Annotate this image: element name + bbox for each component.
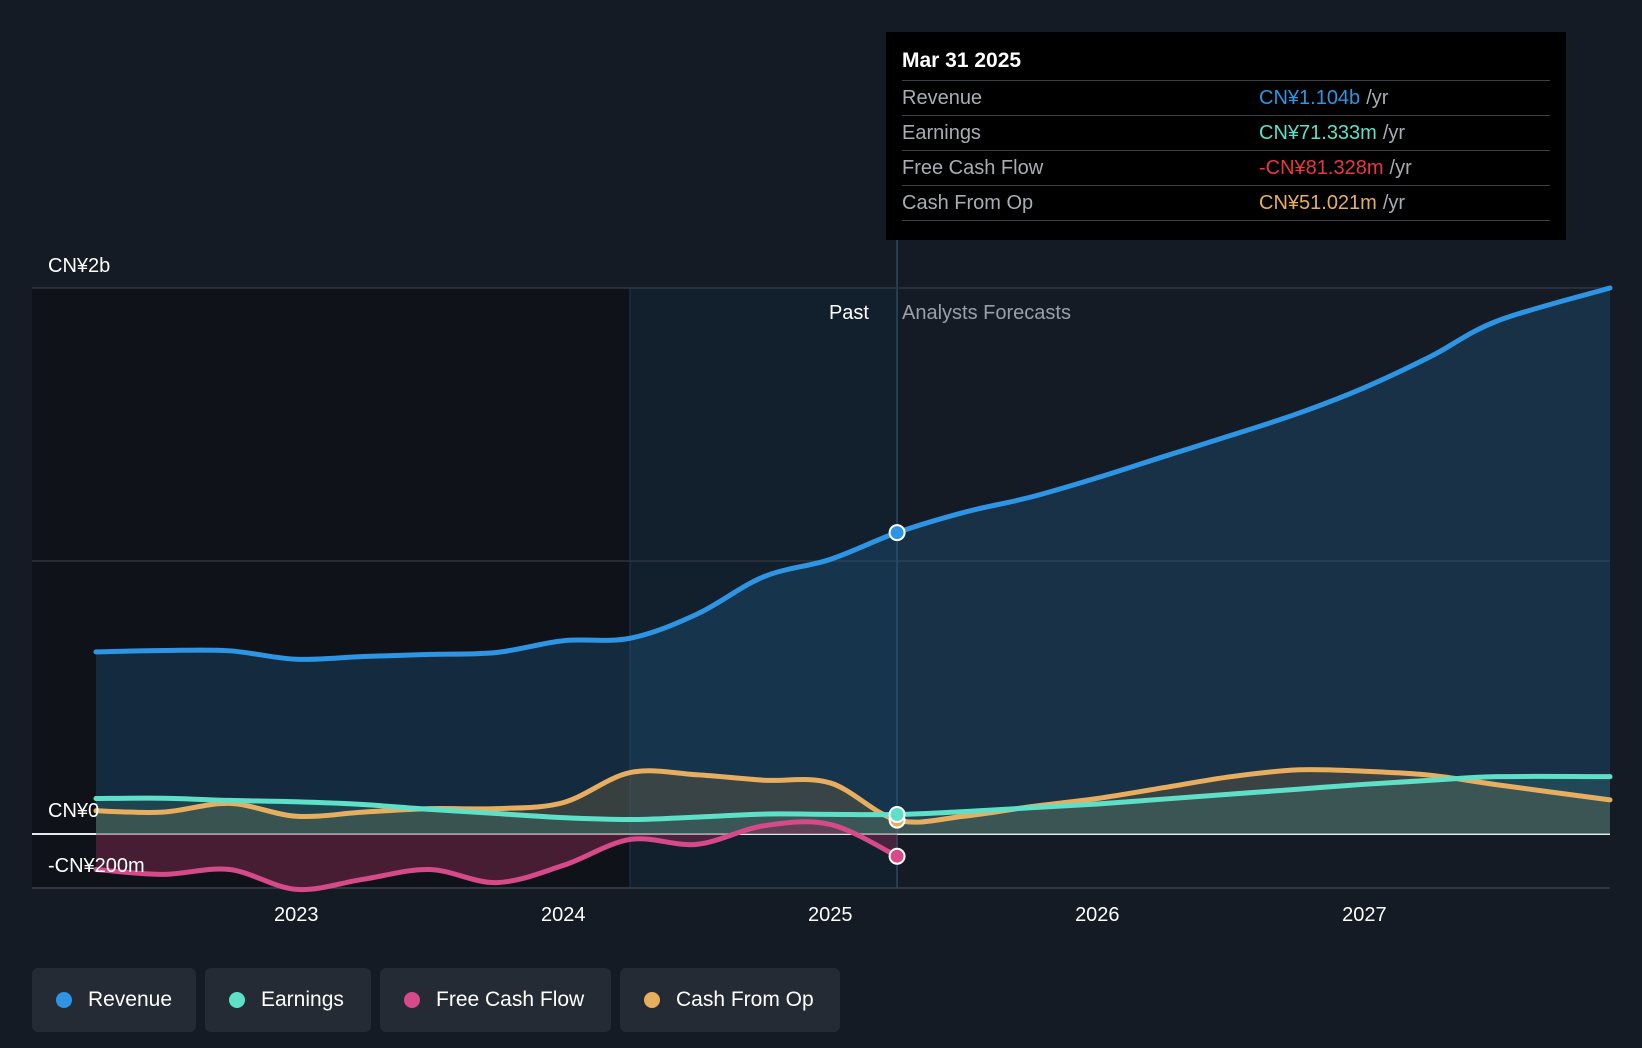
tooltip-row-earnings: Earnings CN¥71.333m /yr: [902, 116, 1550, 151]
legend-item-cash-from-op[interactable]: Cash From Op: [620, 968, 840, 1032]
point-marker-earnings[interactable]: [888, 806, 906, 824]
y-axis-top-label: CN¥2b: [48, 255, 110, 277]
legend-dot-icon: [644, 992, 660, 1008]
legend-dot-icon: [229, 992, 245, 1008]
tooltip-row-free-cash-flow: Free Cash Flow -CN¥81.328m /yr: [902, 151, 1550, 186]
y-axis-bottom-label: -CN¥200m: [48, 855, 145, 877]
legend-dot-icon: [56, 992, 72, 1008]
point-marker-free-cash-flow[interactable]: [888, 847, 906, 865]
tooltip: Mar 31 2025 Revenue CN¥1.104b /yr Earnin…: [886, 32, 1566, 240]
series-line-revenue: [93, 285, 1613, 662]
tooltip-row-cash-from-op: Cash From Op CN¥51.021m /yr: [902, 186, 1550, 221]
area-cash-from-op: [96, 769, 1610, 834]
tooltip-label: Revenue: [902, 87, 983, 109]
legend-label: Free Cash Flow: [436, 988, 585, 1011]
tooltip-date: Mar 31 2025: [902, 46, 1550, 81]
tooltip-label: Cash From Op: [902, 192, 1034, 214]
tooltip-value: -CN¥81.328m: [1259, 157, 1384, 179]
series-line-free-cash-flow: [93, 819, 900, 893]
legend-item-revenue[interactable]: Revenue: [32, 968, 196, 1032]
series-line-cash-from-op: [93, 767, 1613, 825]
past-label: Past: [829, 302, 869, 324]
area-revenue: [96, 288, 1610, 834]
legend-label: Earnings: [261, 988, 344, 1011]
y-axis-zero-label: CN¥0: [48, 800, 99, 822]
x-tick-label: 2027: [1342, 904, 1387, 926]
legend-label: Revenue: [87, 988, 172, 1011]
forecast-label: Analysts Forecasts: [902, 302, 1071, 324]
chart-area: CN¥2b CN¥0 -CN¥200m Past Analysts Foreca…: [32, 240, 1613, 926]
tooltip-unit: /yr: [1382, 122, 1406, 144]
highlight-region: [630, 288, 898, 888]
x-tick-label: 2025: [808, 904, 853, 926]
x-tick-label: 2026: [1075, 904, 1120, 926]
series-line-earnings: [93, 773, 1613, 823]
tooltip-label: Earnings: [902, 122, 981, 144]
legend-label: Cash From Op: [676, 988, 814, 1011]
point-marker-revenue[interactable]: [888, 524, 906, 542]
x-tick-label: 2023: [274, 904, 319, 926]
tooltip-value: CN¥1.104b: [1259, 87, 1361, 109]
legend: Revenue Earnings Free Cash Flow Cash Fro…: [32, 968, 849, 1032]
area-free-cash-flow: [96, 821, 898, 890]
tooltip-value: CN¥71.333m: [1259, 122, 1377, 144]
tooltip-unit: /yr: [1389, 157, 1412, 179]
tooltip-value: CN¥51.021m: [1259, 192, 1377, 214]
tooltip-unit: /yr: [1382, 192, 1406, 214]
tooltip-label: Free Cash Flow: [902, 157, 1044, 179]
tooltip-unit: /yr: [1366, 87, 1389, 109]
x-tick-label: 2024: [541, 904, 586, 926]
legend-item-earnings[interactable]: Earnings: [205, 968, 371, 1032]
legend-item-free-cash-flow[interactable]: Free Cash Flow: [380, 968, 611, 1032]
area-earnings: [96, 776, 1610, 834]
legend-dot-icon: [404, 992, 420, 1008]
tooltip-row-revenue: Revenue CN¥1.104b /yr: [902, 81, 1550, 116]
